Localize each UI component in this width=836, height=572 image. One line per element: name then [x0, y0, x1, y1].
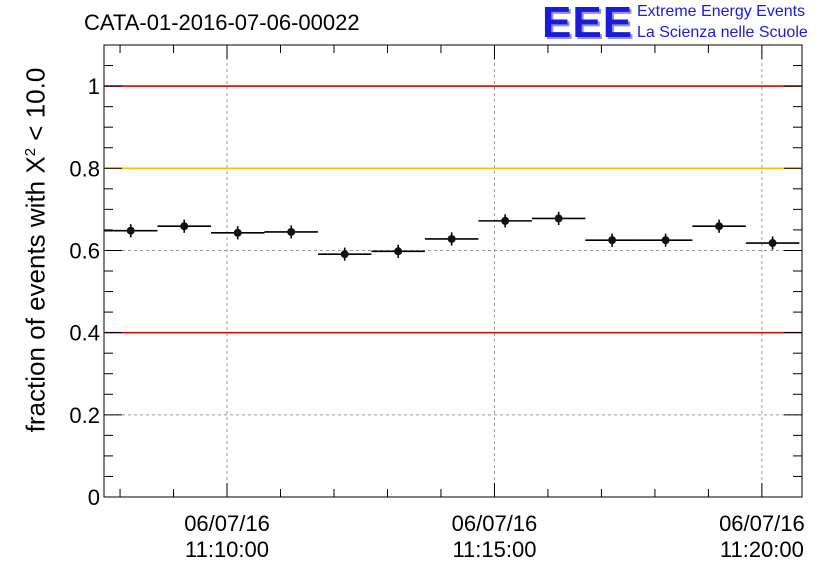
y-tick-label: 0 — [88, 485, 100, 510]
x-tick-label-time: 11:20:00 — [720, 537, 804, 562]
y-axis-label: fraction of events with X2 < 10.0 — [21, 68, 52, 433]
y-axis-label-text: fraction of events with — [20, 180, 51, 433]
x-tick-label-date: 06/07/16 — [184, 511, 270, 536]
data-point — [340, 250, 349, 259]
y-axis-label-cut: < 10.0 — [20, 67, 51, 141]
x-tick-label-time: 11:10:00 — [185, 537, 269, 562]
data-point — [715, 222, 724, 231]
data-point — [768, 239, 777, 248]
data-point — [608, 236, 617, 245]
data-point — [554, 214, 563, 223]
x-tick-label-date: 06/07/16 — [719, 511, 805, 536]
data-point — [287, 227, 296, 236]
data-point — [394, 247, 403, 256]
data-point — [447, 234, 456, 243]
y-tick-label: 0.2 — [69, 403, 100, 428]
data-point — [180, 222, 189, 231]
logo-line-1: Extreme Energy Events — [637, 3, 806, 20]
data-point — [661, 236, 670, 245]
y-tick-label: 0.4 — [69, 321, 100, 346]
logo-line-2: La Scienza nelle Scuole — [637, 24, 808, 41]
data-point — [233, 228, 242, 237]
data-point — [501, 216, 510, 225]
x-tick-label-time: 11:15:00 — [452, 537, 536, 562]
chart-title: CATA-01-2016-07-06-00022 — [84, 10, 360, 35]
x-tick-label-date: 06/07/16 — [452, 511, 538, 536]
data-point — [126, 226, 135, 235]
y-tick-label: 0.8 — [69, 156, 100, 181]
y-tick-label: 1 — [88, 74, 100, 99]
eee-logo: EEE — [542, 0, 634, 47]
plot-frame — [103, 44, 803, 498]
y-axis-label-chi: X — [20, 156, 51, 174]
y-tick-label: 0.6 — [69, 238, 100, 263]
y-axis-label-exp: 2 — [21, 147, 39, 157]
